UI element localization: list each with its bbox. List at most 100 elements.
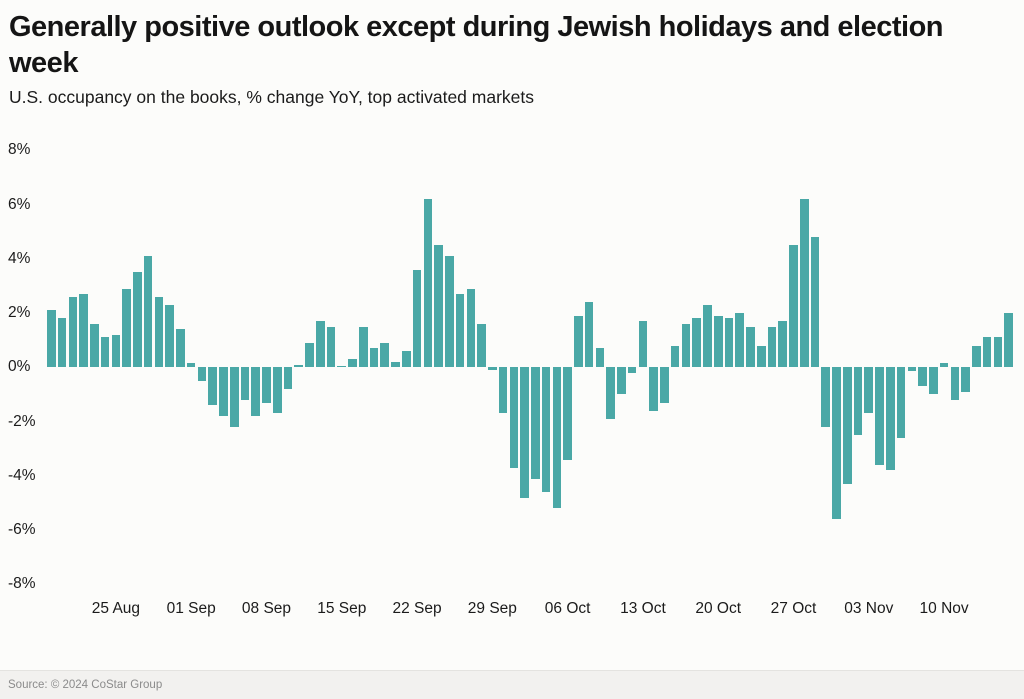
bar-05-nov xyxy=(886,367,895,471)
bar-29-aug xyxy=(154,296,164,368)
x-tick-label: 01 Sep xyxy=(166,600,216,618)
bar-30-oct xyxy=(821,367,831,427)
bar-13-nov xyxy=(972,345,981,368)
chart-header: Generally positive outlook except during… xyxy=(0,0,1024,108)
bar-16-nov xyxy=(1004,313,1013,368)
bar-23-aug xyxy=(90,323,99,368)
bar-23-sep xyxy=(423,199,433,368)
y-tick-label: 6% xyxy=(8,195,31,213)
chart-subtitle: U.S. occupancy on the books, % change Yo… xyxy=(9,87,535,108)
bar-28-sep xyxy=(477,323,486,368)
bar-03-nov xyxy=(864,367,874,414)
bar-21-sep xyxy=(402,351,411,368)
bar-01-nov xyxy=(842,367,852,484)
bar-20-aug xyxy=(57,318,67,368)
x-tick-label: 27 Oct xyxy=(770,600,817,618)
bar-28-oct xyxy=(799,199,809,368)
bar-07-nov xyxy=(907,367,917,372)
bar-08-oct xyxy=(584,302,594,368)
plot-area xyxy=(46,150,1014,584)
bar-11-nov xyxy=(950,367,960,400)
bar-22-aug xyxy=(79,294,88,368)
y-tick-label: 4% xyxy=(8,249,31,267)
y-tick-label: 0% xyxy=(8,358,31,376)
bar-05-oct xyxy=(552,367,562,509)
bar-03-oct xyxy=(531,367,540,479)
bar-26-oct xyxy=(778,321,788,368)
x-tick-label: 06 Oct xyxy=(544,600,591,618)
bar-22-sep xyxy=(412,269,422,368)
bar-19-oct xyxy=(703,304,712,368)
bar-20-oct xyxy=(713,315,723,368)
bar-14-sep xyxy=(326,326,336,368)
x-tick-label: 22 Sep xyxy=(392,600,442,618)
bar-17-oct xyxy=(681,323,691,368)
bar-13-sep xyxy=(315,321,325,368)
bar-04-sep xyxy=(219,367,228,417)
bar-chart: 8% 6% 4% 2% 0% -2% -4% -6% -8% 25 Aug 01 Sep 08 Se… xyxy=(0,122,1024,670)
bar-09-oct xyxy=(595,348,605,368)
x-tick-label: 15 Sep xyxy=(317,600,367,618)
y-axis: 8% 6% 4% 2% 0% -2% -4% -6% -8% xyxy=(8,141,44,592)
bar-15-nov xyxy=(993,337,1003,368)
bar-27-sep xyxy=(466,288,476,368)
bar-24-oct xyxy=(756,345,766,368)
bar-03-sep xyxy=(208,367,217,406)
bar-06-nov xyxy=(896,367,906,438)
bar-18-oct xyxy=(692,318,701,368)
x-axis: 25 Aug 01 Sep 08 Sep 15 Sep 22 Sep 29 Sep 06 O… xyxy=(46,600,1014,624)
bar-14-oct xyxy=(649,367,658,411)
bar-24-aug xyxy=(100,337,110,368)
bar-10-oct xyxy=(606,367,615,419)
bar-12-nov xyxy=(961,367,970,392)
bar-25-sep xyxy=(445,256,454,368)
bar-21-oct xyxy=(724,318,734,368)
bar-12-sep xyxy=(305,342,314,368)
bar-01-oct xyxy=(509,367,519,468)
bar-26-sep xyxy=(455,294,465,368)
chart-footer: Source: © 2024 CoStar Group xyxy=(0,670,1024,699)
bar-19-sep xyxy=(380,342,390,368)
bar-05-sep xyxy=(229,367,239,427)
bar-18-sep xyxy=(369,348,379,368)
bar-13-oct xyxy=(638,321,648,368)
y-tick-label: 8% xyxy=(8,141,31,159)
bar-10-sep xyxy=(283,367,293,389)
bar-02-oct xyxy=(520,367,529,498)
x-tick-label: 08 Sep xyxy=(241,600,292,618)
x-tick-label: 20 Oct xyxy=(695,600,742,618)
bar-08-nov xyxy=(918,367,927,387)
bar-16-oct xyxy=(670,345,680,368)
y-tick-label: -4% xyxy=(8,466,36,484)
bar-19-aug xyxy=(47,310,56,368)
bar-15-oct xyxy=(660,367,669,403)
x-tick-label: 13 Oct xyxy=(620,600,666,618)
bar-23-oct xyxy=(746,326,755,368)
bar-06-oct xyxy=(563,367,572,460)
bar-07-sep xyxy=(251,367,261,417)
x-tick-label: 03 Nov xyxy=(844,600,894,618)
bar-06-sep xyxy=(240,367,250,400)
bar-02-nov xyxy=(853,367,863,436)
bar-20-sep xyxy=(391,361,400,368)
bar-29-oct xyxy=(810,237,820,368)
bar-25-oct xyxy=(767,326,777,368)
bar-12-oct xyxy=(627,367,637,373)
y-tick-label: -6% xyxy=(8,521,36,539)
bar-30-aug xyxy=(165,304,174,368)
bar-09-sep xyxy=(272,367,282,414)
y-tick-label: 2% xyxy=(8,304,31,322)
bar-02-sep xyxy=(197,367,207,381)
bar-31-oct xyxy=(832,367,841,520)
bar-31-aug xyxy=(176,329,185,368)
bar-26-aug xyxy=(122,288,131,368)
bar-16-sep xyxy=(348,359,357,368)
bar-17-sep xyxy=(358,326,368,368)
y-tick-label: -2% xyxy=(8,412,36,430)
bar-28-aug xyxy=(143,256,153,368)
y-tick-label: -8% xyxy=(8,575,36,593)
bar-22-oct xyxy=(735,313,745,368)
x-tick-label: 10 Nov xyxy=(919,600,969,618)
bar-30-sep xyxy=(498,367,508,414)
